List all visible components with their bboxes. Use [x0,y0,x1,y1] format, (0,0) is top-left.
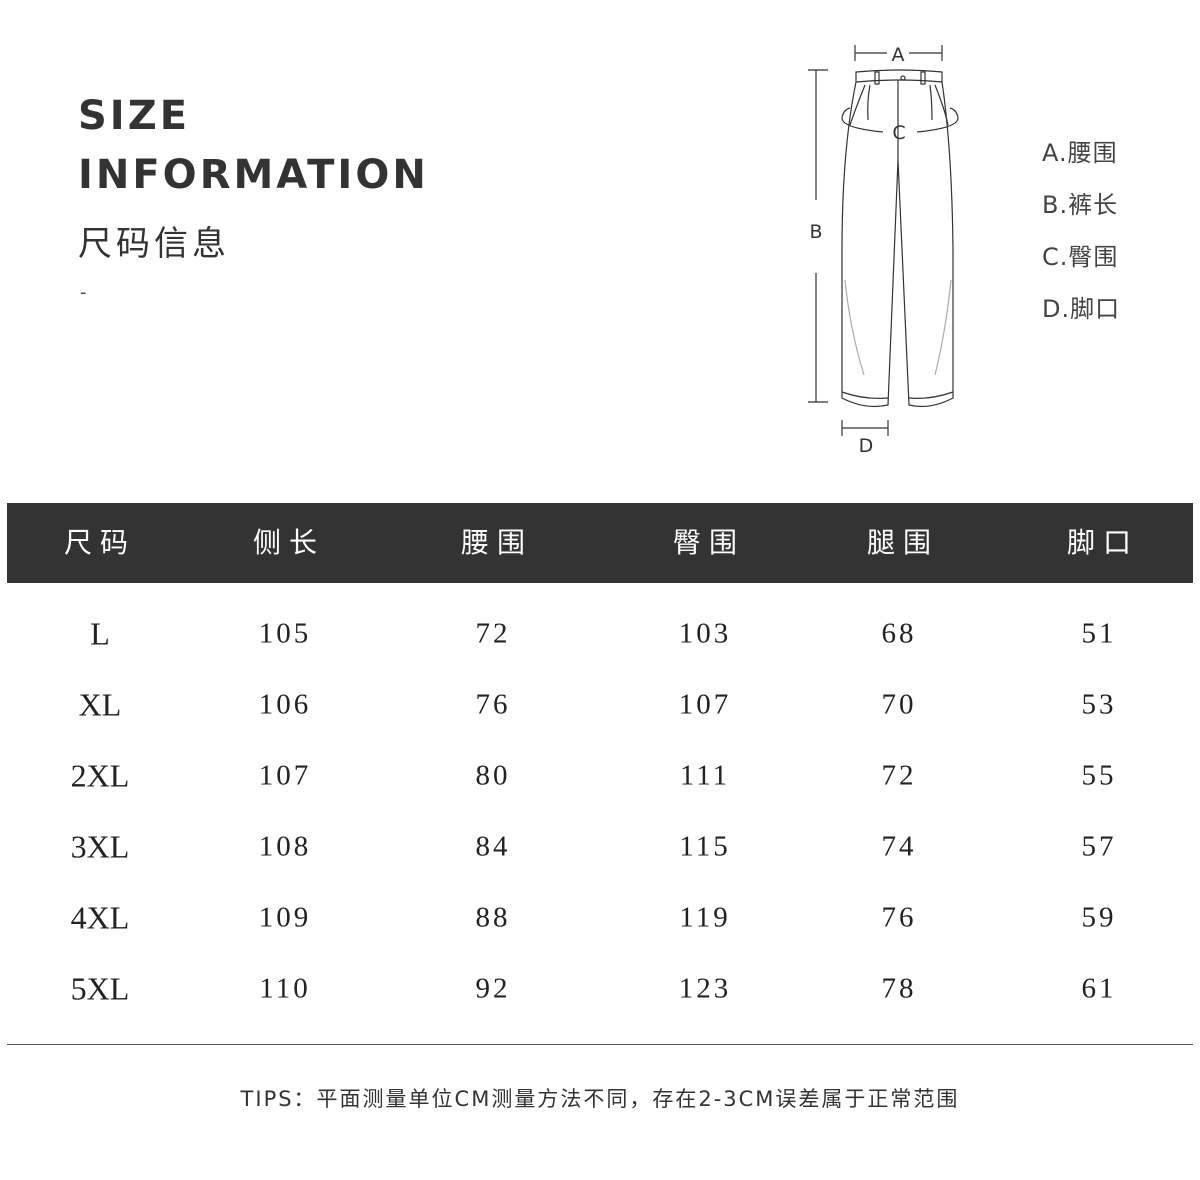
legend-waist: A.腰围 [1042,139,1118,167]
cell-waist: 72 [475,617,511,650]
divider [7,1044,1193,1045]
cell-side-length: 107 [258,759,312,792]
cell-size: 3XL [70,828,130,865]
legend-length: B.裤长 [1042,191,1119,219]
header-side-length: 侧长 [252,526,326,559]
cell-hip: 107 [678,688,732,721]
cell-size: XL [78,686,122,723]
cell-size: L [90,615,110,652]
header-size: 尺码 [63,526,137,559]
cell-thigh: 72 [881,759,917,792]
cell-thigh: 76 [881,901,917,934]
cell-hip: 123 [678,972,732,1005]
cell-thigh: 68 [881,617,917,650]
cell-size: 4XL [70,899,130,936]
cell-waist: 76 [475,688,511,721]
cell-side-length: 108 [258,830,312,863]
label-b: B [809,221,822,243]
table-header: 尺码 侧长 腰围 臀围 腿围 脚口 [7,503,1193,583]
cell-hip: 103 [678,617,732,650]
cell-size: 5XL [70,970,130,1007]
cell-thigh: 78 [881,972,917,1005]
cell-waist: 92 [475,972,511,1005]
cell-size: 2XL [70,757,130,794]
cell-side-length: 106 [258,688,312,721]
cell-thigh: 70 [881,688,917,721]
cell-side-length: 105 [258,617,312,650]
cell-hem: 57 [1081,830,1117,863]
title-size: SIZE [78,93,191,139]
header-hem: 脚口 [1066,526,1140,559]
header-hip: 臀围 [672,526,746,559]
cell-thigh: 74 [881,830,917,863]
header-thigh: 腿围 [866,526,940,559]
cell-hem: 61 [1081,972,1117,1005]
cell-hip: 119 [679,901,731,934]
title-chinese: 尺码信息 [78,224,230,264]
dash-divider: - [80,282,87,303]
cell-waist: 88 [475,901,511,934]
label-a: A [892,44,905,66]
cell-waist: 80 [475,759,511,792]
label-d: D [859,435,874,457]
cell-hem: 53 [1081,688,1117,721]
cell-waist: 84 [475,830,511,863]
header-waist: 腰围 [460,526,534,559]
legend-hem: D.脚口 [1042,295,1121,323]
cell-hip: 115 [679,830,731,863]
tips-text: TIPS：平面测量单位CM测量方法不同，存在2-3CM误差属于正常范围 [240,1087,960,1111]
pants-diagram-icon: A B C D [808,44,959,457]
cell-side-length: 109 [258,901,312,934]
cell-hip: 111 [679,759,731,792]
label-c: C [892,122,905,144]
cell-hem: 59 [1081,901,1117,934]
cell-hem: 55 [1081,759,1117,792]
cell-side-length: 110 [259,972,311,1005]
title-information: INFORMATION [78,152,429,198]
cell-hem: 51 [1081,617,1117,650]
legend-hip: C.臀围 [1042,243,1119,271]
